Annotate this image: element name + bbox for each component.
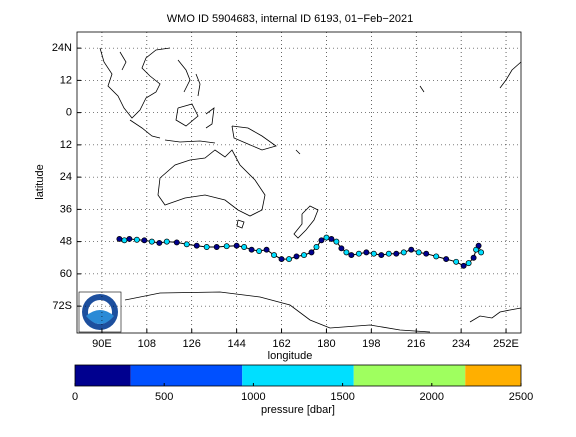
y-tick-label: 12 bbox=[60, 74, 72, 86]
track-point bbox=[183, 241, 190, 248]
track-point bbox=[223, 243, 230, 250]
track-point bbox=[313, 244, 320, 250]
track-point bbox=[370, 250, 377, 257]
colorbar-label: pressure [dbar] bbox=[261, 404, 335, 416]
y-tick-label: 72S bbox=[52, 300, 72, 312]
colorbar-tick-label: 2500 bbox=[509, 391, 533, 403]
track-point bbox=[203, 244, 210, 250]
track-point bbox=[470, 254, 477, 261]
track-point bbox=[453, 258, 460, 265]
track-point bbox=[415, 249, 422, 256]
colorbar-tick-label: 1000 bbox=[241, 391, 265, 403]
colorbar-tick-label: 500 bbox=[155, 391, 173, 403]
y-axis-label: latitude bbox=[34, 164, 46, 199]
track-point bbox=[148, 238, 155, 245]
y-tick-label: 24 bbox=[60, 171, 72, 183]
track-point bbox=[278, 256, 285, 263]
track-point bbox=[363, 249, 370, 256]
colorbar-segment bbox=[465, 365, 521, 386]
plot-frame bbox=[76, 31, 522, 334]
track-point bbox=[141, 237, 148, 244]
y-tick-label: 24N bbox=[52, 42, 72, 54]
chart-title: WMO ID 5904683, internal ID 6193, 01−Feb… bbox=[167, 13, 413, 25]
colorbar-segment bbox=[130, 365, 243, 386]
colorbar-segment bbox=[75, 365, 131, 386]
x-tick-label: 252E bbox=[493, 338, 519, 350]
colorbar-frame bbox=[74, 364, 522, 387]
track-point bbox=[233, 242, 240, 249]
colorbar-tick-label: 0 bbox=[72, 391, 78, 403]
track-point bbox=[271, 252, 278, 259]
x-tick-label: 180 bbox=[317, 338, 335, 350]
track-point bbox=[385, 250, 392, 257]
track-point bbox=[121, 237, 128, 244]
track-point bbox=[478, 249, 485, 256]
track-point bbox=[156, 240, 163, 246]
track-point bbox=[263, 246, 270, 253]
track-point bbox=[408, 246, 415, 253]
track-point bbox=[116, 235, 123, 242]
track-point bbox=[423, 250, 430, 257]
track-point bbox=[256, 248, 263, 254]
track-point bbox=[241, 244, 248, 250]
track-point bbox=[323, 234, 330, 241]
x-tick-label: 144 bbox=[227, 338, 245, 350]
track-point bbox=[400, 249, 407, 256]
track-line bbox=[119, 237, 482, 267]
track-point bbox=[301, 252, 307, 259]
track-point bbox=[126, 235, 133, 242]
track-point bbox=[443, 256, 450, 263]
track-point bbox=[460, 262, 467, 269]
track-point bbox=[355, 250, 362, 257]
track-point bbox=[433, 253, 440, 260]
track-point bbox=[328, 235, 335, 242]
x-tick-label: 90E bbox=[92, 338, 112, 350]
track-point bbox=[173, 239, 180, 246]
track-point bbox=[333, 238, 340, 245]
x-axis-label: longitude bbox=[268, 350, 313, 362]
track-point bbox=[338, 245, 345, 252]
track-point bbox=[248, 246, 255, 253]
track-point bbox=[213, 244, 220, 250]
colorbar-tick-label: 1500 bbox=[330, 391, 354, 403]
colorbar-tick-label: 2000 bbox=[420, 391, 444, 403]
track-point bbox=[393, 250, 400, 257]
coastlines bbox=[99, 47, 522, 333]
track-point bbox=[308, 249, 315, 256]
x-tick-label: 162 bbox=[272, 338, 290, 350]
x-tick-label: 198 bbox=[362, 338, 380, 350]
track-point bbox=[343, 249, 350, 256]
noaa-logo bbox=[78, 291, 122, 333]
track-point bbox=[133, 236, 140, 243]
y-tick-label: 36 bbox=[60, 203, 72, 215]
x-tick-label: 234 bbox=[452, 338, 470, 350]
track-point bbox=[465, 260, 472, 267]
y-tick-label: 60 bbox=[60, 268, 72, 280]
track-point bbox=[293, 253, 300, 260]
track-point bbox=[193, 242, 200, 249]
y-tick-label: 0 bbox=[66, 107, 72, 119]
track-point bbox=[348, 252, 355, 259]
track-point bbox=[378, 252, 385, 259]
x-tick-label: 216 bbox=[407, 338, 425, 350]
y-tick-label: 48 bbox=[60, 236, 72, 248]
track-point bbox=[163, 238, 170, 245]
track-point bbox=[318, 237, 325, 244]
colorbar-segment bbox=[353, 365, 466, 386]
track-point bbox=[286, 256, 292, 263]
colorbar-segment bbox=[242, 365, 354, 386]
x-tick-label: 126 bbox=[183, 338, 201, 350]
track-point bbox=[475, 242, 482, 249]
x-tick-label: 108 bbox=[138, 338, 156, 350]
y-tick-label: 12 bbox=[60, 139, 72, 151]
